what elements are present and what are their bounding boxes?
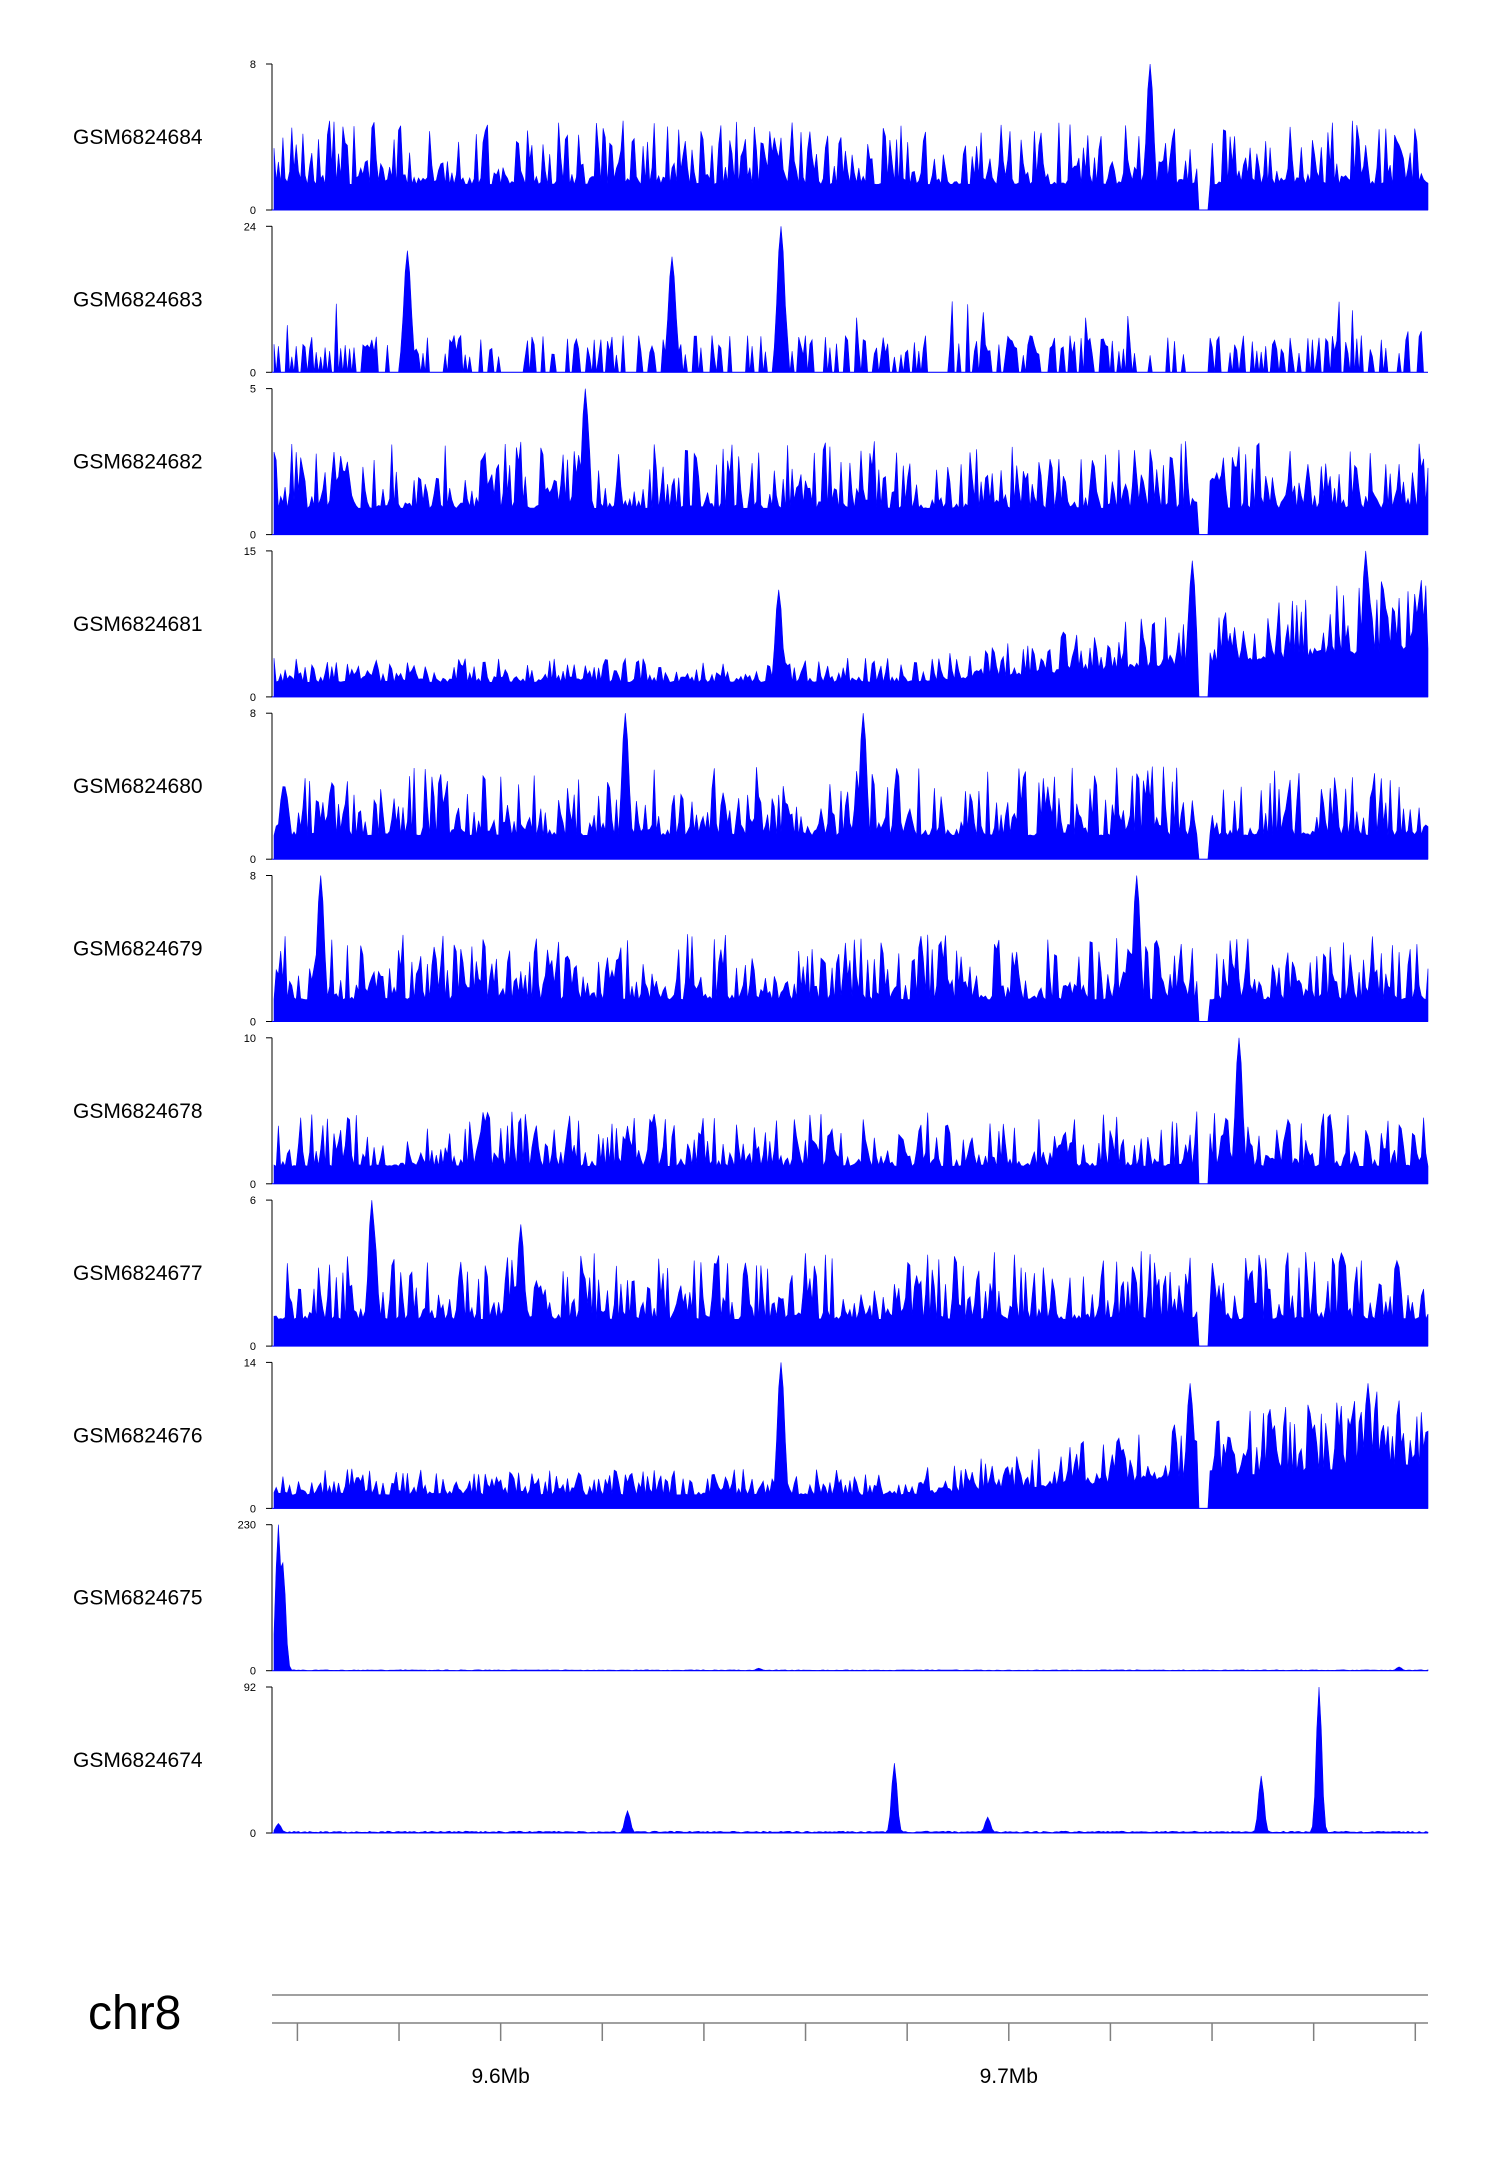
y-axis-max-label: 24 xyxy=(244,221,256,233)
track-GSM6824675: GSM6824675 230 0 xyxy=(73,1520,1429,1678)
y-axis-max-label: 8 xyxy=(250,708,256,720)
y-axis-max-label: 6 xyxy=(250,1195,256,1207)
track-GSM6824674: GSM6824674 92 0 xyxy=(73,1682,1429,1840)
signal-area xyxy=(273,388,1429,535)
track-GSM6824676: GSM6824676 14 0 xyxy=(73,1357,1429,1515)
y-axis-min-label: 0 xyxy=(250,205,256,217)
signal-area xyxy=(273,875,1429,1022)
track-GSM6824679: GSM6824679 8 0 xyxy=(73,871,1429,1029)
y-axis-min-label: 0 xyxy=(250,854,256,866)
track-GSM6824680: GSM6824680 8 0 xyxy=(73,708,1429,866)
signal-area xyxy=(273,1524,1429,1671)
y-axis-min-label: 0 xyxy=(250,1828,256,1840)
signal-area xyxy=(273,63,1429,211)
track-GSM6824682: GSM6824682 5 0 xyxy=(73,384,1429,542)
y-axis-max-label: 8 xyxy=(250,59,256,71)
track-GSM6824681: GSM6824681 15 0 xyxy=(73,546,1429,704)
y-axis-min-label: 0 xyxy=(250,692,256,704)
track-label: GSM6824677 xyxy=(73,1262,203,1285)
y-axis-min-label: 0 xyxy=(250,1666,256,1678)
signal-tracks: GSM682468480GSM6824683240GSM682468250GSM… xyxy=(73,59,1429,1840)
y-axis-max-label: 14 xyxy=(244,1357,256,1369)
y-axis-max-label: 92 xyxy=(244,1682,256,1694)
signal-area xyxy=(273,1200,1429,1347)
track-label: GSM6824679 xyxy=(73,938,203,961)
y-axis-min-label: 0 xyxy=(250,1503,256,1515)
y-axis-max-label: 10 xyxy=(244,1033,256,1045)
y-axis-max-label: 8 xyxy=(250,871,256,883)
track-label: GSM6824684 xyxy=(73,126,203,149)
signal-area xyxy=(273,1037,1429,1185)
x-tick-label: 9.7Mb xyxy=(980,2065,1038,2088)
chromosome-label: chr8 xyxy=(88,1987,181,2040)
track-label: GSM6824680 xyxy=(73,775,203,798)
signal-area xyxy=(273,226,1428,373)
y-axis-max-label: 15 xyxy=(244,546,256,558)
y-axis-min-label: 0 xyxy=(250,1179,256,1191)
track-label: GSM6824681 xyxy=(73,613,203,636)
x-tick-label: 9.6Mb xyxy=(471,2065,529,2088)
track-GSM6824683: GSM6824683 24 0 xyxy=(73,221,1428,379)
y-axis-max-label: 5 xyxy=(250,384,256,396)
y-axis-max-label: 230 xyxy=(238,1520,256,1532)
track-label: GSM6824683 xyxy=(73,288,203,311)
track-label: GSM6824674 xyxy=(73,1749,203,1772)
y-axis-min-label: 0 xyxy=(250,1017,256,1029)
track-GSM6824678: GSM6824678 10 0 xyxy=(73,1033,1429,1191)
track-label: GSM6824682 xyxy=(73,451,203,474)
y-axis-min-label: 0 xyxy=(250,1341,256,1353)
signal-area xyxy=(273,713,1429,860)
track-GSM6824677: GSM6824677 6 0 xyxy=(73,1195,1429,1353)
track-label: GSM6824678 xyxy=(73,1100,203,1123)
track-GSM6824684: GSM6824684 8 0 xyxy=(73,59,1429,217)
signal-area xyxy=(273,1362,1429,1509)
track-label: GSM6824676 xyxy=(73,1424,203,1447)
y-axis-min-label: 0 xyxy=(250,530,256,542)
chromosome-ruler: chr8 9.6Mb 9.7Mb xyxy=(88,1987,1428,2088)
track-label: GSM6824675 xyxy=(73,1587,203,1610)
signal-area xyxy=(273,550,1429,698)
y-axis-min-label: 0 xyxy=(250,367,256,379)
signal-area xyxy=(273,1686,1429,1834)
